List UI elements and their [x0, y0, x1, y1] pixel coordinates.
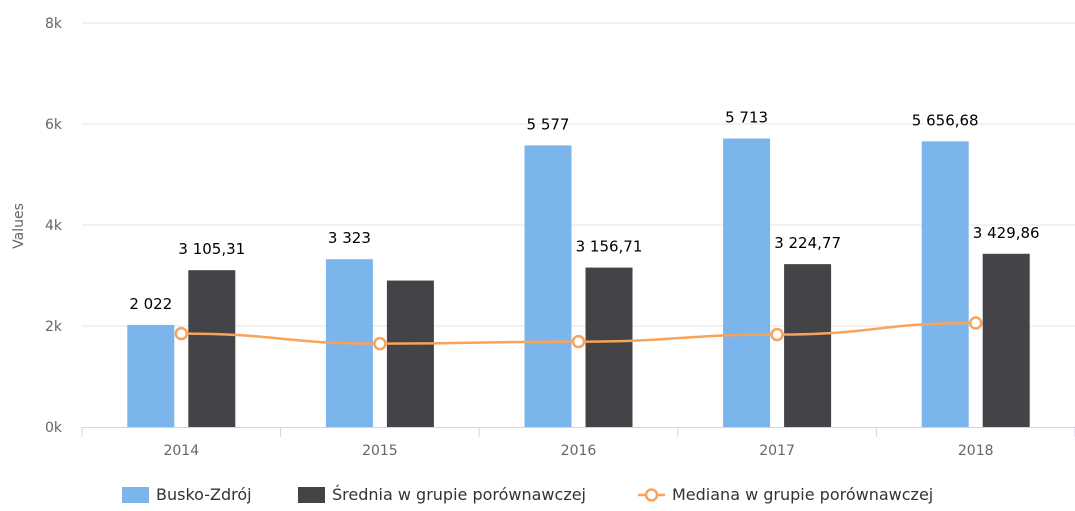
bar	[723, 138, 771, 427]
y-axis-title: Values	[11, 203, 27, 249]
data-label: 2 022	[129, 295, 172, 313]
legend-label: Mediana w grupie porównawczej	[672, 485, 933, 504]
bar	[386, 280, 434, 427]
y-tick-label: 4k	[45, 218, 63, 234]
data-labels: 2 022 3 323 5 577 5 713 5 656,68 3 105,31 3 15…	[129, 108, 1039, 312]
legend-item: Mediana w grupie porównawczej	[638, 485, 933, 504]
median-marker	[174, 326, 189, 341]
bar	[982, 253, 1030, 427]
y-tick-label: 0k	[45, 420, 63, 436]
bar	[784, 264, 832, 427]
legend-label: Busko-Zdrój	[156, 485, 252, 504]
data-label: 3 224,77	[774, 234, 841, 252]
bar	[585, 267, 633, 427]
y-tick-label: 2k	[45, 319, 63, 335]
data-label: 3 156,71	[576, 238, 643, 256]
bar	[921, 141, 969, 428]
bar	[188, 270, 236, 427]
y-tick-label: 8k	[45, 16, 63, 32]
median-marker	[770, 327, 784, 342]
bars	[127, 138, 1030, 428]
x-tick-label: 2017	[759, 443, 795, 459]
legend-swatch	[298, 487, 325, 503]
legend-marker	[644, 488, 659, 502]
data-label: 5 577	[527, 115, 570, 133]
x-tick-label: 2016	[561, 443, 597, 459]
data-label: 5 656,68	[912, 111, 979, 129]
data-label: 3 323	[328, 229, 371, 247]
y-tick-label: 6k	[45, 117, 63, 133]
median-marker	[373, 336, 387, 351]
x-tick-label: 2015	[362, 443, 398, 459]
data-label: 5 713	[725, 108, 768, 126]
legend-item: Busko-Zdrój	[122, 485, 252, 504]
legend-label: Średnia w grupie porównawczej	[332, 485, 586, 504]
x-tick-label: 2018	[958, 443, 994, 459]
median-line	[174, 316, 983, 351]
median-marker	[968, 316, 983, 330]
bar	[524, 145, 572, 427]
x-tick-label: 2014	[163, 443, 199, 459]
data-label: 3 429,86	[973, 224, 1040, 242]
data-label: 3 105,31	[178, 240, 245, 258]
legend-swatch	[122, 487, 149, 503]
y-axis: 0k 2k 4k 6k 8k	[45, 16, 63, 436]
bar	[127, 324, 175, 427]
x-axis: 2014 2015 2016 2017 2018	[81, 427, 1075, 459]
legend: Busko-Zdrój Średnia w grupie porównawczej…	[122, 485, 933, 504]
legend-item: Średnia w grupie porównawczej	[298, 485, 586, 504]
median-marker	[571, 334, 586, 349]
